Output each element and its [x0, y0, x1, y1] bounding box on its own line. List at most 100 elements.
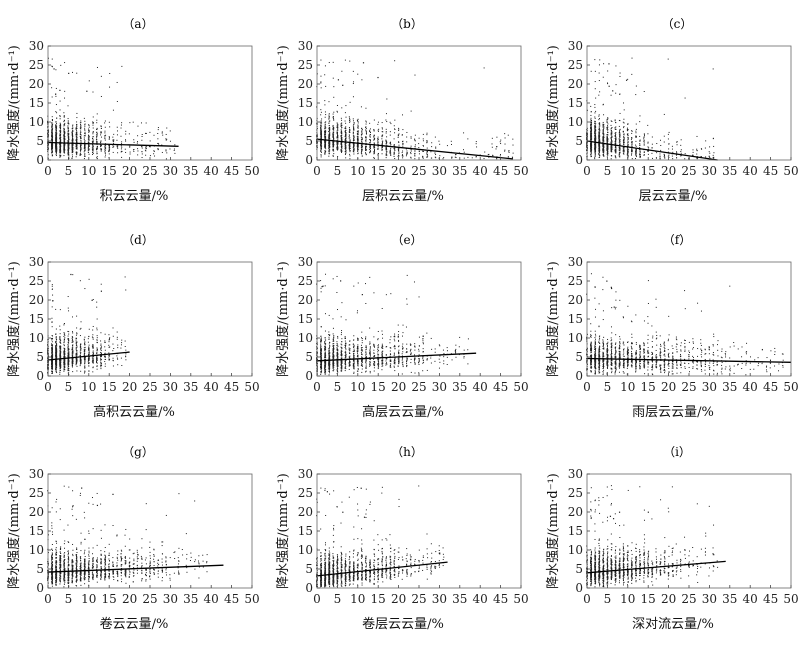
scatter-point	[610, 145, 612, 147]
scatter-point	[623, 151, 625, 153]
x-tick-label: 50	[513, 164, 528, 178]
scatter-point	[88, 134, 89, 136]
scatter-point	[59, 144, 61, 146]
scatter-point	[59, 139, 61, 141]
scatter-point	[75, 151, 77, 153]
scatter-point	[67, 146, 69, 148]
scatter-point	[329, 132, 331, 134]
scatter-point	[64, 143, 66, 145]
scatter-point	[352, 135, 354, 137]
scatter-point	[696, 148, 698, 150]
scatter-point	[361, 137, 363, 139]
scatter-point	[72, 143, 74, 145]
scatter-point	[92, 348, 94, 350]
scatter-point	[80, 147, 82, 149]
scatter-point	[635, 148, 637, 150]
scatter-point	[659, 153, 661, 155]
scatter-point	[329, 141, 331, 143]
scatter-point	[443, 157, 445, 159]
scatter-point	[619, 138, 621, 140]
scatter-point	[79, 132, 81, 134]
scatter-point	[67, 128, 69, 130]
x-tick-label: 0	[313, 164, 321, 178]
scatter-point	[341, 134, 343, 136]
scatter-point	[333, 86, 335, 88]
scatter-point	[357, 120, 359, 122]
scatter-point	[145, 147, 147, 149]
scatter-point	[647, 141, 649, 143]
scatter-point	[614, 137, 616, 139]
scatter-point	[336, 132, 338, 134]
scatter-point	[55, 130, 57, 132]
scatter-point	[594, 125, 596, 127]
scatter-point	[598, 157, 600, 159]
scatter-point	[121, 156, 123, 158]
scatter-point	[55, 333, 57, 335]
scatter-point	[60, 125, 62, 127]
scatter-point	[390, 143, 392, 145]
scatter-point	[100, 355, 102, 357]
scatter-point	[328, 118, 330, 120]
scatter-point	[369, 134, 371, 136]
scatter-point	[71, 149, 73, 151]
scatter-point	[619, 140, 621, 142]
scatter-point	[511, 156, 513, 158]
scatter-point	[590, 130, 592, 132]
scatter-point	[614, 148, 616, 150]
scatter-point	[349, 101, 351, 103]
scatter-point	[149, 145, 151, 147]
scatter-point	[100, 363, 102, 365]
scatter-point	[92, 124, 94, 126]
scatter-point	[414, 150, 416, 152]
scatter-point	[60, 154, 62, 156]
scatter-point	[320, 124, 322, 126]
scatter-point	[325, 127, 327, 129]
scatter-point	[512, 138, 514, 140]
scatter-point	[332, 133, 334, 135]
scatter-point	[344, 131, 346, 133]
scatter-point	[386, 147, 388, 149]
scatter-point	[75, 339, 77, 341]
scatter-point	[84, 153, 86, 155]
scatter-point	[75, 128, 77, 130]
scatter-point	[96, 134, 98, 136]
scatter-point	[365, 127, 367, 129]
scatter-point	[615, 132, 617, 134]
scatter-point	[332, 117, 334, 119]
scatter-point	[349, 60, 351, 62]
scatter-point	[610, 145, 612, 147]
scatter-point	[357, 147, 359, 149]
scatter-point	[344, 120, 346, 122]
scatter-point	[365, 107, 367, 109]
scatter-point	[79, 328, 81, 330]
scatter-point	[332, 145, 334, 147]
scatter-point	[60, 151, 62, 153]
scatter-point	[316, 127, 318, 129]
scatter-point	[88, 135, 90, 137]
scatter-point	[100, 150, 102, 152]
scatter-point	[598, 128, 600, 130]
scatter-point	[705, 156, 707, 158]
scatter-point	[165, 149, 167, 151]
scatter-point	[121, 141, 123, 143]
scatter-point	[398, 128, 400, 130]
scatter-point	[129, 151, 131, 153]
scatter-point	[63, 124, 65, 126]
scatter-point	[434, 152, 436, 154]
scatter-point	[668, 131, 670, 133]
scatter-point	[166, 127, 168, 129]
scatter-point	[402, 114, 404, 116]
scatter-point	[627, 134, 629, 136]
panel-b: （b）0 5 10 15 20 25 30 35 40 45 50051015202530层积云云量…	[275, 17, 529, 204]
scatter-point	[615, 149, 617, 151]
scatter-point	[56, 141, 58, 143]
scatter-point	[137, 125, 139, 127]
scatter-point	[84, 361, 86, 363]
scatter-point	[676, 141, 678, 143]
scatter-point	[463, 151, 465, 153]
scatter-point	[599, 154, 601, 156]
scatter-point	[598, 135, 600, 137]
scatter-point	[324, 100, 326, 102]
scatter-point	[410, 149, 412, 151]
scatter-point	[336, 143, 338, 145]
